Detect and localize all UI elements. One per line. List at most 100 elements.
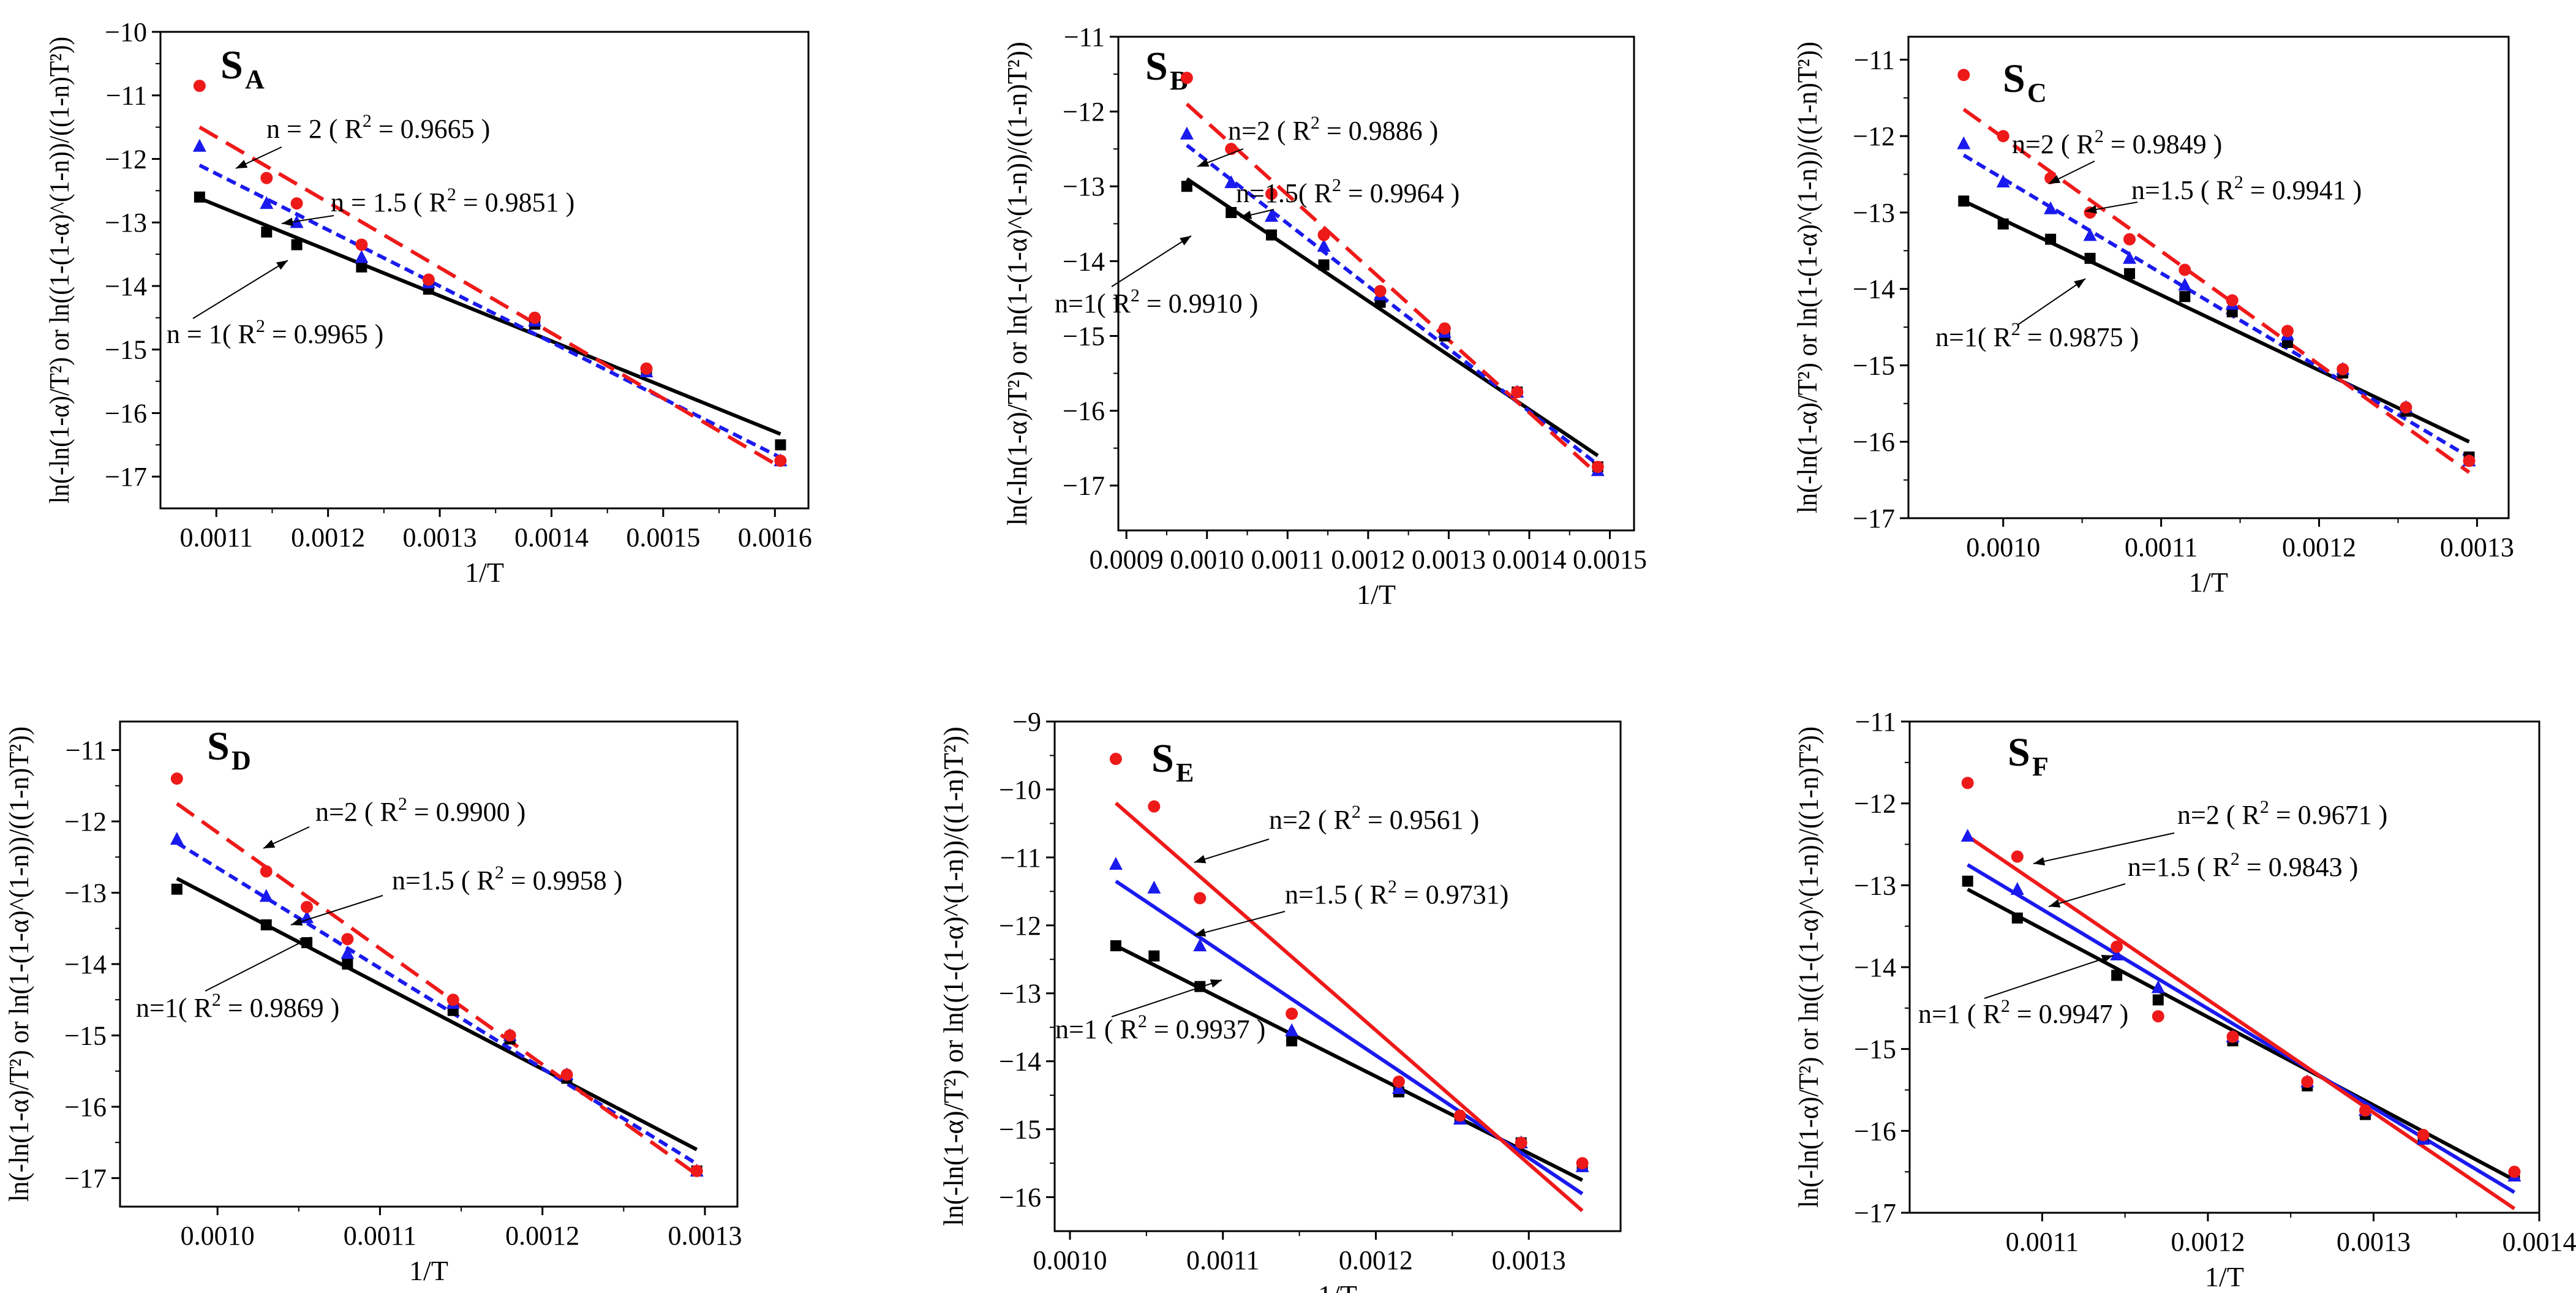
fit-line-n15 bbox=[176, 841, 698, 1166]
y-tick-label: −17 bbox=[64, 1163, 107, 1193]
x-tick-label: 0.0016 bbox=[738, 522, 812, 552]
x-tick-label: 0.0013 bbox=[403, 522, 477, 552]
fit-line-n15 bbox=[1962, 153, 2471, 459]
fit-line-n1 bbox=[198, 197, 781, 436]
data-point-n2 bbox=[1148, 800, 1161, 813]
data-point-n15 bbox=[170, 832, 184, 845]
data-point-n2 bbox=[1286, 1008, 1298, 1020]
x-axis-title: 1/T bbox=[1318, 1280, 1357, 1293]
x-axis-title: 1/T bbox=[2205, 1261, 2244, 1292]
data-point-n1 bbox=[194, 191, 205, 203]
fit-annotation: n=1.5( R2 = 0.9964 ) bbox=[1236, 175, 1459, 208]
data-point-n2 bbox=[690, 1164, 703, 1177]
data-point-n15 bbox=[341, 946, 355, 959]
annotation-arrow bbox=[1194, 911, 1286, 936]
y-tick-label: −12 bbox=[105, 144, 147, 174]
x-tick-label: 0.0015 bbox=[626, 522, 700, 552]
data-point-n1 bbox=[2045, 233, 2057, 245]
data-point-n2 bbox=[2400, 401, 2412, 414]
y-tick-label: −16 bbox=[1063, 396, 1105, 426]
panel-title-subscript: C bbox=[2027, 78, 2047, 108]
data-point-n2 bbox=[301, 900, 314, 913]
data-point-n2 bbox=[2152, 1010, 2164, 1023]
annotation-arrowhead bbox=[2033, 857, 2046, 866]
fit-annotation: n=2 ( R2 = 0.9671 ) bbox=[2177, 797, 2387, 830]
annotation-arrowhead bbox=[2049, 899, 2061, 908]
x-tick-label: 0.0014 bbox=[1492, 545, 1566, 575]
data-point-n1 bbox=[1265, 229, 1277, 241]
plot-frame bbox=[1907, 36, 2510, 519]
data-point-n15 bbox=[1147, 880, 1161, 894]
y-tick-label: −14 bbox=[1063, 246, 1105, 276]
y-tick-label: −11 bbox=[106, 81, 147, 111]
annotation-arrow bbox=[1984, 955, 2114, 999]
data-point-n1 bbox=[291, 239, 303, 251]
y-tick-label: −9 bbox=[1012, 707, 1041, 737]
annotation-arrow bbox=[192, 260, 288, 319]
data-point-n2 bbox=[341, 933, 354, 946]
x-tick-label: 0.0013 bbox=[1412, 545, 1486, 575]
data-point-n2 bbox=[1374, 285, 1387, 298]
x-tick-label: 0.0013 bbox=[1492, 1245, 1566, 1275]
annotation-arrowhead bbox=[1180, 236, 1191, 246]
x-tick-label: 0.0014 bbox=[2503, 1227, 2576, 1257]
plot-frame bbox=[1053, 720, 1622, 1232]
data-point-n15 bbox=[2110, 947, 2124, 960]
plot-frame bbox=[1117, 36, 1635, 532]
annotation-arrowhead bbox=[263, 840, 276, 848]
annotation-arrowhead bbox=[276, 260, 288, 270]
y-tick-label: −15 bbox=[1854, 1035, 1896, 1065]
data-point-n1 bbox=[2084, 252, 2096, 264]
annotation-arrow bbox=[1111, 979, 1222, 1017]
panel-title-subscript: A bbox=[245, 64, 265, 94]
data-point-n2 bbox=[2463, 454, 2476, 467]
x-tick-label: 0.0013 bbox=[668, 1221, 742, 1251]
y-axis-title: ln(-ln(1-α)/T²) or ln(1-(1-α)^(1-n))/((1… bbox=[3, 726, 34, 1202]
y-axis-title: ln(-ln(1-α)/T²) or ln((1-(1-α)^(1-n))/((… bbox=[938, 726, 969, 1226]
y-tick-label: −17 bbox=[1854, 1198, 1896, 1228]
data-point-n15 bbox=[2044, 201, 2058, 214]
data-point-n2 bbox=[2337, 363, 2349, 375]
fit-annotation: n = 1( R2 = 0.9965 ) bbox=[167, 316, 383, 349]
data-point-n15 bbox=[1996, 175, 2010, 188]
y-tick-label: −12 bbox=[1853, 121, 1895, 151]
y-tick-label: −12 bbox=[999, 911, 1041, 941]
data-point-n2 bbox=[290, 197, 303, 210]
panel-title-subscript: F bbox=[2032, 752, 2049, 782]
annotation-arrow bbox=[2033, 832, 2175, 864]
fit-line-n2 bbox=[198, 126, 781, 469]
x-tick-label: 0.0010 bbox=[1033, 1245, 1107, 1275]
y-tick-label: −10 bbox=[105, 17, 147, 47]
x-tick-label: 0.0013 bbox=[2440, 532, 2514, 562]
data-point-n1 bbox=[2124, 268, 2136, 279]
x-axis-title: 1/T bbox=[409, 1255, 448, 1286]
y-tick-label: −16 bbox=[999, 1183, 1041, 1213]
y-tick-label: −13 bbox=[64, 878, 107, 908]
fit-annotation: n=2 ( R2 = 0.9849 ) bbox=[2012, 126, 2222, 159]
annotation-arrowhead bbox=[282, 217, 293, 227]
annotation-arrowhead bbox=[1240, 211, 1252, 219]
fit-annotation: n = 2 ( R2 = 0.9665 ) bbox=[266, 111, 490, 144]
data-point-n2 bbox=[446, 993, 459, 1006]
y-tick-label: −11 bbox=[1855, 707, 1896, 737]
x-tick-label: 0.0010 bbox=[1966, 532, 2040, 562]
data-point-n1 bbox=[1962, 875, 1973, 887]
annotation-arrow bbox=[290, 895, 383, 925]
panel-b: 0.0009 0.0010 0.0011 0.0012 0.0013 0.0014 0.00… bbox=[1001, 22, 1647, 610]
data-point-n1 bbox=[2011, 912, 2023, 924]
annotation-arrowhead bbox=[1194, 928, 1207, 937]
data-point-n2 bbox=[2123, 233, 2136, 246]
data-point-n2 bbox=[1961, 777, 1974, 790]
panel-title: S bbox=[1151, 736, 1174, 781]
y-tick-label: −11 bbox=[1854, 45, 1895, 75]
data-point-n1 bbox=[171, 883, 183, 895]
panel-title: S bbox=[2003, 56, 2025, 101]
data-point-n1 bbox=[1194, 981, 1206, 992]
y-axis-title: ln(-ln(1-α)/T²) or ln((1-(1-α)^(1-n))/((… bbox=[43, 37, 75, 503]
annotation-arrow bbox=[205, 937, 312, 992]
y-tick-label: −12 bbox=[64, 807, 107, 837]
fit-annotation: n=1.5 ( R2 = 0.9941 ) bbox=[2131, 172, 2362, 205]
annotation-arrow bbox=[1194, 839, 1270, 863]
data-point-n2 bbox=[170, 772, 183, 785]
